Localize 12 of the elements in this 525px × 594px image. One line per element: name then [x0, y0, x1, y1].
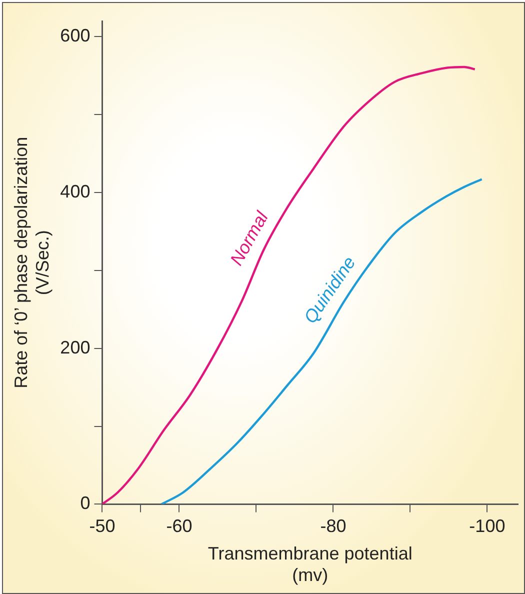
- y-tick-label: 600: [60, 26, 90, 46]
- x-tick-label: -60: [166, 516, 192, 536]
- line-series: [102, 66, 476, 504]
- x-tick-label: -100: [469, 516, 506, 536]
- x-axis-title: Transmembrane potential (mv): [208, 544, 412, 586]
- x-tick-label: -80: [320, 516, 346, 536]
- x-tick-label: -50: [89, 516, 116, 536]
- y-axis-title: Rate of ‘0’ phase depolarization (V/Sec.): [10, 136, 52, 388]
- y-tick-label: 400: [60, 181, 90, 202]
- y-tick-label: 0: [80, 493, 90, 514]
- line-series: [160, 178, 483, 504]
- y-tick-label: 200: [60, 337, 90, 358]
